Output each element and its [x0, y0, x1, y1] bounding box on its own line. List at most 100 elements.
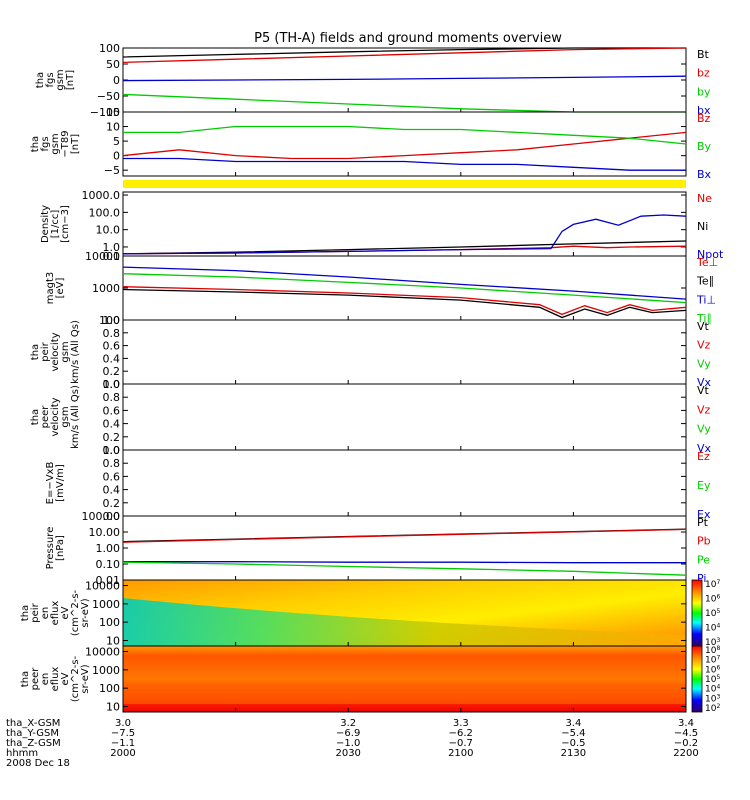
y-tick-label: 1.0 [103, 378, 121, 391]
colorbar-label: 105 [705, 608, 720, 619]
x-row-value: 2130 [561, 748, 586, 759]
y-tick-label: 10000 [85, 250, 120, 263]
y-axis-label: gsm [50, 133, 61, 154]
y-tick-label: 0.0 [103, 378, 121, 391]
panel-frame [122, 515, 687, 581]
colorbar-label: 103 [705, 693, 720, 704]
colorbar-label: 105 [705, 674, 720, 685]
colorbar [691, 579, 703, 647]
y-axis-label: km/s (All Qs) [70, 385, 81, 449]
y-tick-label: 0 [113, 150, 120, 163]
legend-Bt: Bt [697, 48, 710, 61]
y-tick-label: 0.6 [103, 340, 121, 353]
x-row-value: −0.7 [449, 738, 473, 749]
legend-Vx: Vx [697, 376, 712, 389]
x-row-value: −5.4 [561, 728, 585, 739]
y-axis-label: [mV/m] [55, 464, 66, 502]
y-tick-label: 1000 [92, 282, 120, 295]
y-tick-label: 5 [113, 135, 120, 148]
series-bx-line [122, 75, 687, 82]
x-row-value: 2030 [335, 748, 360, 759]
legend-By: By [697, 140, 712, 153]
panel-pressure: 100.00 10.00 1.00 0.10 0.01 Pressure [nPa] Pt Pb… [45, 510, 711, 587]
y-tick-label: 1.00 [96, 542, 121, 555]
y-axis-label: tha [20, 671, 31, 687]
x-row-value: 3.0 [115, 718, 131, 729]
series-ni-line [122, 240, 687, 255]
colorbar-label: 103 [705, 637, 720, 648]
y-axis-label: tha [35, 72, 46, 88]
x-row-value: 3.4 [678, 718, 694, 729]
y-tick-label: 0.6 [103, 470, 121, 483]
y-tick-label: 0.6 [103, 404, 121, 417]
x-row-value: −1.1 [111, 738, 135, 749]
y-tick-label: 0.2 [103, 365, 121, 378]
legend-Pt: Pt [697, 516, 709, 529]
legend-Ey: Ey [697, 479, 711, 492]
colorbar-label: 108 [705, 645, 720, 656]
y-tick-label: 100 [99, 682, 120, 695]
series-pb-line [122, 528, 687, 543]
legend-Vz: Vz [697, 403, 711, 416]
y-axis-label: sr-eV) [80, 598, 91, 627]
y-axis-label: Pressure [45, 527, 56, 570]
y-axis-label: (cm^2-s- [70, 655, 81, 702]
panel-frame [122, 645, 687, 713]
legend-bz: bz [697, 67, 710, 80]
y-tick-label: 100 [99, 314, 120, 327]
y-tick-label: 0.1 [103, 250, 121, 263]
y-tick-label: −50 [97, 90, 120, 103]
y-tick-label: 10.0 [96, 224, 121, 237]
y-tick-label: 15 [106, 106, 120, 119]
y-axis-label: eflux [50, 667, 61, 692]
series-bx-line [123, 157, 686, 171]
panel-frame [122, 383, 687, 451]
y-tick-label: 10 [106, 634, 120, 647]
y-axis-label: tha [30, 409, 41, 425]
series-ti-line [122, 273, 687, 304]
y-axis-label: peer [40, 405, 51, 429]
x-row-value: 3.4 [565, 718, 581, 729]
y-axis-label: [1/cc] [50, 210, 61, 239]
y-axis-label: −T89 [60, 130, 71, 157]
legend-Vz: Vz [697, 339, 711, 352]
panel-fgs_gsm: 100 50 0 −50 −100 tha fgs gsm [nT] Bt bz by bx [35, 42, 711, 119]
series-by-line [123, 125, 687, 145]
colorbar-label: 102 [705, 703, 720, 714]
y-axis-label: tha [20, 605, 31, 621]
panel-frame [122, 191, 687, 257]
y-tick-label: 50 [106, 58, 120, 71]
y-axis-label: eV [60, 672, 71, 685]
y-axis-label: magt3 [45, 272, 56, 305]
legend-Pb: Pb [697, 535, 711, 548]
y-tick-label: 10000 [85, 580, 120, 593]
y-axis-label: peer [30, 667, 41, 691]
colorbar-label: 104 [705, 684, 720, 695]
y-tick-label: 0.8 [103, 327, 121, 340]
legend-Ti⊥: Ti⊥ [696, 293, 716, 306]
legend-Te∥: Te∥ [696, 275, 714, 288]
y-tick-label: 1.0 [103, 314, 121, 327]
x-axis-annotation: tha_X-GSM 3.0 3.2 3.3 3.4 3.4 tha_Y-GSM −7.5 −6.… [6, 718, 699, 769]
x-row-value: −7.5 [111, 728, 135, 739]
y-axis-label: Density [40, 205, 51, 243]
x-row-value: −6.9 [336, 728, 360, 739]
y-tick-label: 1000 [92, 598, 120, 611]
x-row-label: tha_X-GSM [6, 718, 60, 729]
figure-title: P5 (TH-A) fields and ground moments over… [254, 31, 562, 46]
legend-Bz: Bz [697, 112, 711, 125]
y-tick-label: 100 [99, 42, 120, 55]
y-tick-label: 10 [106, 121, 120, 134]
y-tick-label: 10000 [85, 646, 120, 659]
x-row-value: −4.5 [674, 728, 698, 739]
y-tick-label: 0.0 [103, 444, 121, 457]
legend-Ti∥: Ti∥ [696, 312, 712, 325]
legend-bx: bx [697, 104, 711, 117]
y-axis-label: eflux [50, 601, 61, 626]
legend-Pi: Pi [697, 572, 706, 585]
y-axis-label: fgs [40, 136, 51, 151]
